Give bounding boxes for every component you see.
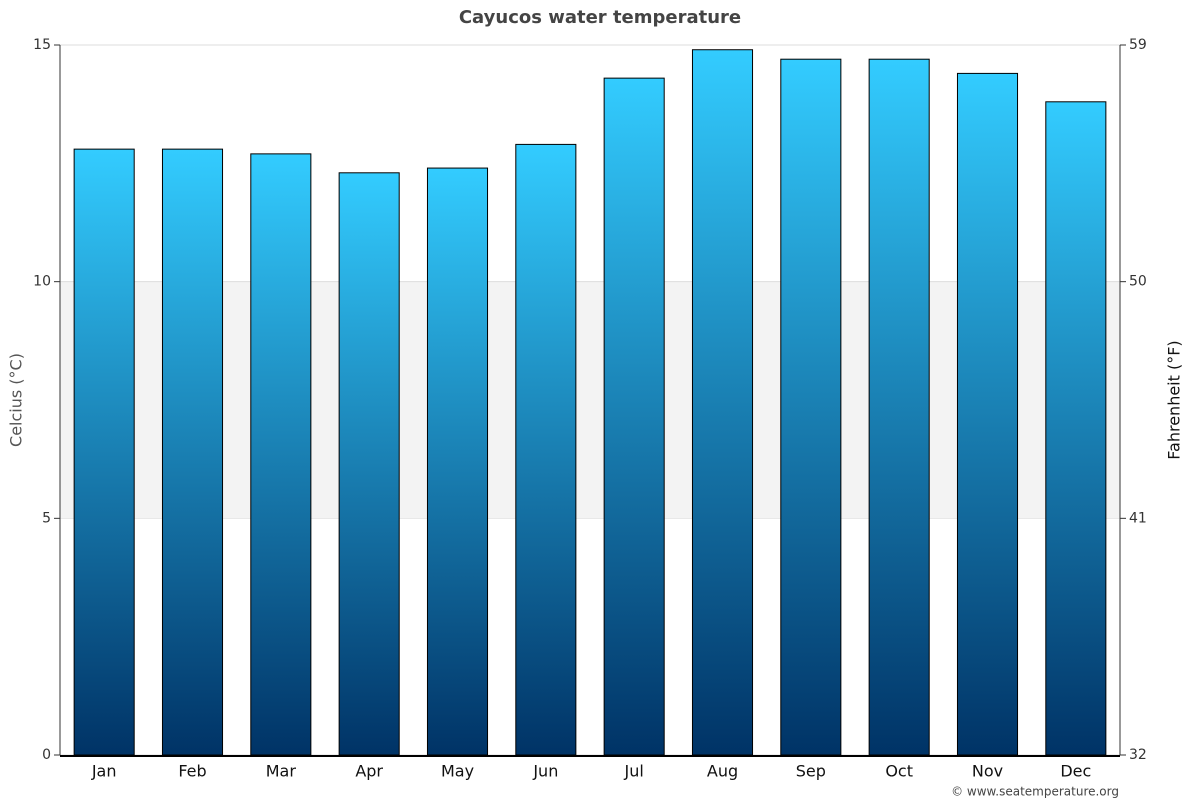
bar	[868, 58, 930, 756]
y-tick-label: 15	[33, 37, 51, 53]
y2-tick-label: 41	[1129, 510, 1147, 526]
bar	[515, 143, 577, 756]
y-tick-label: 5	[42, 510, 51, 526]
x-tick-label: Aug	[707, 762, 738, 781]
y-axis-label: Celcius (°C)	[7, 353, 26, 447]
x-tick-label: Oct	[885, 762, 913, 781]
bar	[956, 72, 1019, 756]
y2-tick-label: 59	[1129, 37, 1147, 53]
y2-tick-label: 50	[1129, 274, 1147, 290]
bar	[691, 49, 754, 756]
x-tick-label: Jan	[91, 762, 117, 781]
y2-tick-label: 32	[1129, 747, 1147, 763]
bar	[603, 77, 665, 756]
credit: © www.seatemperature.org	[951, 785, 1119, 799]
grid-band	[60, 281, 1120, 519]
x-tick-label: Jun	[532, 762, 558, 781]
bar	[1045, 101, 1107, 756]
x-tick-label: Sep	[796, 762, 826, 781]
x-tick-label: Dec	[1060, 762, 1091, 781]
bar	[73, 148, 135, 756]
bar	[338, 172, 400, 756]
x-tick-label: Jul	[624, 762, 644, 781]
x-tick-label: Feb	[178, 762, 206, 781]
x-tick-label: Nov	[972, 762, 1003, 781]
bar	[426, 167, 489, 756]
x-tick-label: May	[441, 762, 474, 781]
chart-title: Cayucos water temperature	[459, 7, 741, 28]
bar	[161, 148, 224, 756]
x-tick-label: Mar	[266, 762, 297, 781]
y-tick-label: 0	[42, 747, 51, 763]
y-tick-label: 10	[33, 274, 51, 290]
bar	[250, 153, 312, 756]
y2-axis-label: Fahrenheit (°F)	[1165, 340, 1184, 459]
bar	[780, 58, 842, 756]
x-tick-label: Apr	[355, 762, 383, 781]
